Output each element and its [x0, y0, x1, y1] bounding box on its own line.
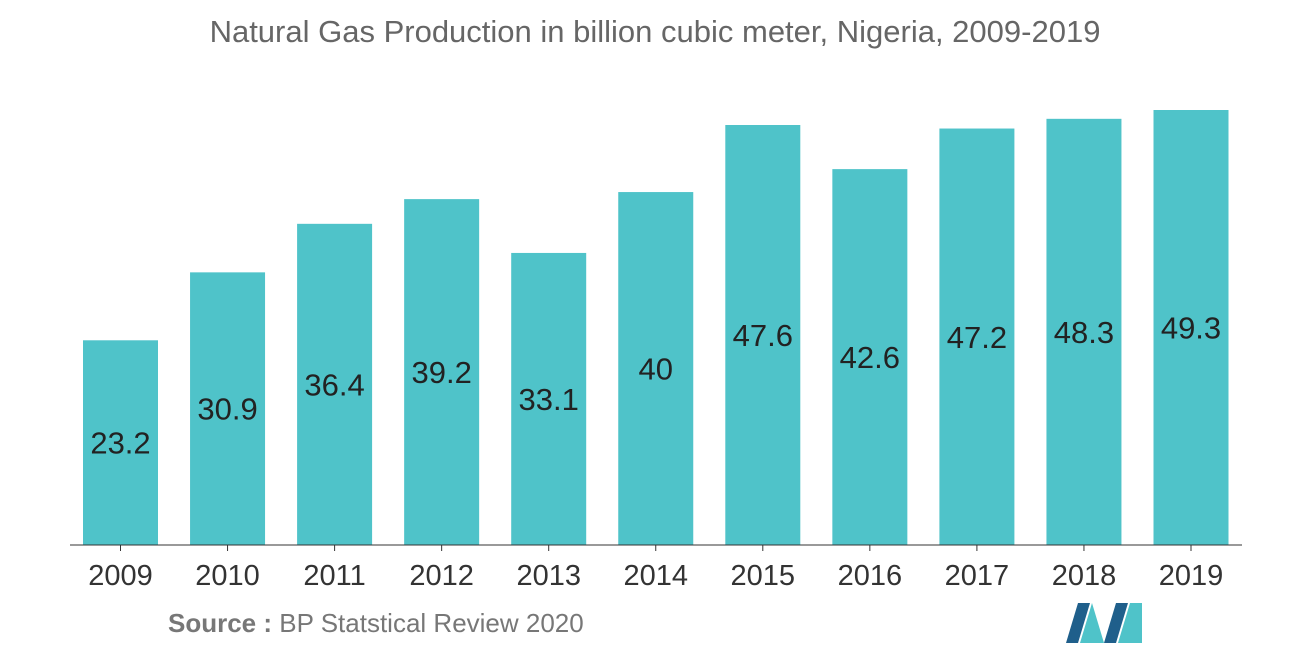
data-label-2012: 39.2	[411, 355, 471, 390]
bar-2014	[618, 192, 694, 545]
bar-chart: 23.2 30.9 36.4 39.2 33.1 40 47.6 42.6 47.2 48.3 49…	[70, 110, 1242, 592]
bar-2009	[83, 340, 158, 545]
source-text: BP Statstical Review 2020	[279, 608, 584, 638]
data-label-2019: 49.3	[1161, 311, 1221, 346]
bar-2019	[1153, 110, 1229, 545]
data-label-2010: 30.9	[197, 392, 257, 427]
x-tick-label-2019: 2019	[1159, 560, 1224, 592]
x-tick-label-2011: 2011	[303, 560, 365, 592]
bar-2016	[832, 169, 908, 545]
data-label-2018: 48.3	[1054, 315, 1114, 350]
data-label-2011: 36.4	[304, 367, 364, 402]
bars-group	[83, 110, 1229, 546]
data-label-2015: 47.6	[733, 318, 793, 353]
data-label-2016: 42.6	[840, 340, 900, 375]
data-label-2014: 40	[639, 352, 673, 387]
x-tick-label-2012: 2012	[409, 560, 474, 592]
mordor-intelligence-logo-icon	[1066, 603, 1142, 643]
x-tick-label-2015: 2015	[731, 560, 796, 592]
bar-2015	[725, 125, 801, 545]
source-note: Source : BP Statstical Review 2020	[168, 608, 584, 639]
bar-2010	[190, 272, 266, 545]
x-tick-label-2018: 2018	[1052, 560, 1117, 592]
value-labels-group: 23.2 30.9 36.4 39.2 33.1 40 47.6 42.6 47.2 48.3 49…	[90, 311, 1221, 461]
bar-2011	[297, 223, 373, 545]
x-ticks-group: 2009 2010 2011 2012 2013 2014 2015 2016 2017 2018…	[88, 545, 1223, 592]
chart-title: Natural Gas Production in billion cubic …	[209, 14, 1101, 49]
x-tick-label-2014: 2014	[623, 560, 688, 592]
bar-2013	[511, 252, 587, 546]
data-label-2017: 47.2	[947, 320, 1007, 355]
x-tick-label-2009: 2009	[88, 560, 153, 592]
x-tick-label-2016: 2016	[838, 560, 903, 592]
x-tick-label-2017: 2017	[945, 560, 1010, 592]
x-tick-label-2013: 2013	[516, 560, 581, 592]
data-label-2013: 33.1	[519, 382, 579, 417]
data-label-2009: 23.2	[90, 426, 150, 461]
bar-2017	[939, 128, 1015, 545]
bar-2018	[1046, 118, 1122, 545]
source-label: Source :	[168, 608, 273, 638]
x-tick-label-2010: 2010	[195, 560, 260, 592]
bar-2012	[404, 199, 480, 545]
